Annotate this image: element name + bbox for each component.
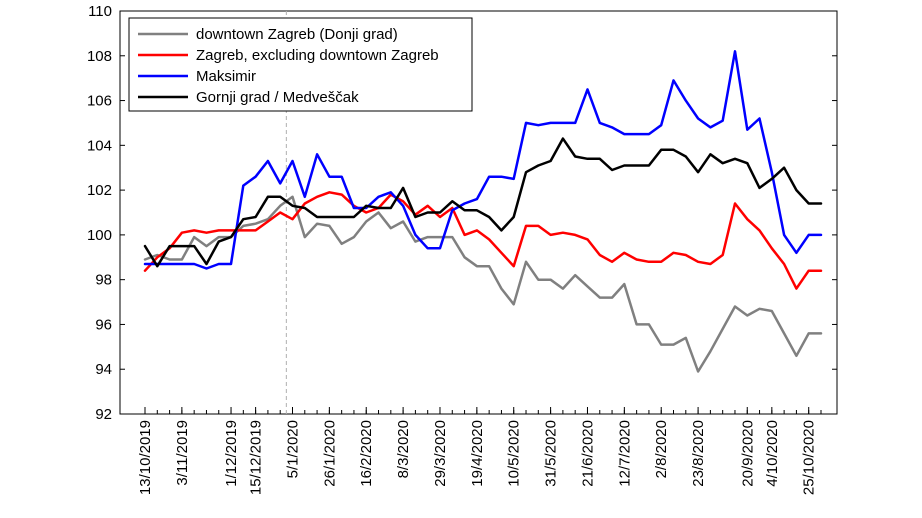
y-tick-label: 92 [95, 406, 112, 423]
series-line-2 [143, 191, 823, 290]
y-tick-label: 98 [95, 272, 112, 289]
y-axis: 92 94 96 98 100 102 104 106 108 110 [87, 3, 837, 423]
y-tick-label: 108 [87, 48, 112, 65]
legend-label-3: Maksimir [196, 68, 256, 85]
legend-label-1: downtown Zagreb (Donji grad) [196, 26, 398, 43]
x-tick-label: 10/5/2020 [506, 420, 523, 487]
y-tick-label: 106 [87, 93, 112, 110]
x-tick-label: 31/5/2020 [543, 420, 560, 487]
series-line-4 [143, 137, 823, 268]
x-tick-label: 12/7/2020 [616, 420, 633, 487]
y-tick-label: 94 [95, 361, 112, 378]
x-tick-label: 25/10/2020 [801, 420, 818, 495]
x-tick-label: 2/8/2020 [653, 420, 670, 478]
y-tick-label: 110 [88, 3, 112, 20]
legend: downtown Zagreb (Donji grad) Zagreb, excl… [128, 17, 473, 112]
x-tick-label: 20/9/2020 [739, 420, 756, 487]
x-tick-label: 23/8/2020 [690, 420, 707, 487]
series-line-3 [143, 50, 823, 270]
x-tick-label: 8/3/2020 [395, 420, 412, 478]
x-tick-label: 19/4/2020 [469, 420, 486, 487]
series-line-1 [143, 195, 823, 373]
y-tick-label: 96 [95, 316, 112, 333]
x-tick-label: 15/12/2019 [248, 420, 265, 495]
x-tick-label: 13/10/2019 [137, 420, 154, 495]
legend-label-2: Zagreb, excluding downtown Zagreb [196, 47, 439, 64]
x-tick-label: 5/1/2020 [284, 420, 301, 478]
x-tick-label: 26/1/2020 [321, 420, 338, 487]
x-tick-label: 4/10/2020 [764, 420, 781, 487]
y-tick-label: 104 [87, 137, 112, 154]
x-tick-label: 1/12/2019 [223, 420, 240, 487]
x-tick-label: 29/3/2020 [432, 420, 449, 487]
x-tick-label: 3/11/2019 [174, 420, 191, 486]
x-axis: 13/10/2019 3/11/2019 1/12/2019 15/12/2019 5/… [137, 407, 822, 495]
series-lines [143, 50, 823, 373]
y-tick-label: 102 [87, 182, 112, 199]
x-tick-label: 16/2/2020 [358, 420, 375, 487]
legend-entries: downtown Zagreb (Donji grad) Zagreb, excl… [138, 26, 439, 106]
legend-label-4: Gornji grad / Medveščak [196, 89, 359, 106]
x-tick-label: 21/6/2020 [579, 420, 596, 487]
y-tick-label: 100 [87, 227, 112, 244]
